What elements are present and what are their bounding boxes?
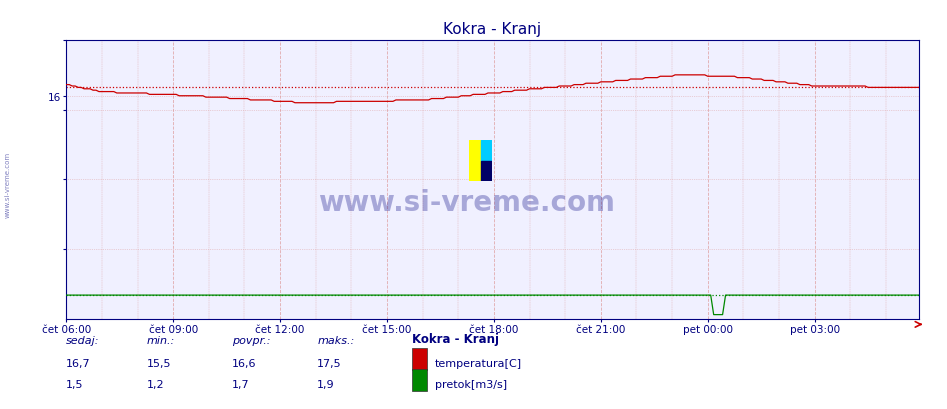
Text: 16,7: 16,7 [66,358,91,368]
Text: 1,5: 1,5 [66,380,83,389]
Bar [481,162,492,182]
Text: 1,7: 1,7 [232,380,250,389]
Text: 15,5: 15,5 [147,358,171,368]
Bar [469,141,481,182]
Text: 17,5: 17,5 [317,358,342,368]
Text: pretok[m3/s]: pretok[m3/s] [435,380,507,389]
Bar [481,141,492,162]
Text: povpr.:: povpr.: [232,336,271,346]
Text: www.si-vreme.com: www.si-vreme.com [5,151,10,217]
Text: 16,6: 16,6 [232,358,257,368]
Text: maks.:: maks.: [317,336,354,346]
Text: Kokra - Kranj: Kokra - Kranj [412,333,499,346]
Text: 1,2: 1,2 [147,380,165,389]
Text: sedaj:: sedaj: [66,336,99,346]
Text: temperatura[C]: temperatura[C] [435,358,522,368]
Title: Kokra - Kranj: Kokra - Kranj [443,22,542,37]
Text: 1,9: 1,9 [317,380,335,389]
Text: www.si-vreme.com: www.si-vreme.com [318,188,616,216]
Text: min.:: min.: [147,336,175,346]
